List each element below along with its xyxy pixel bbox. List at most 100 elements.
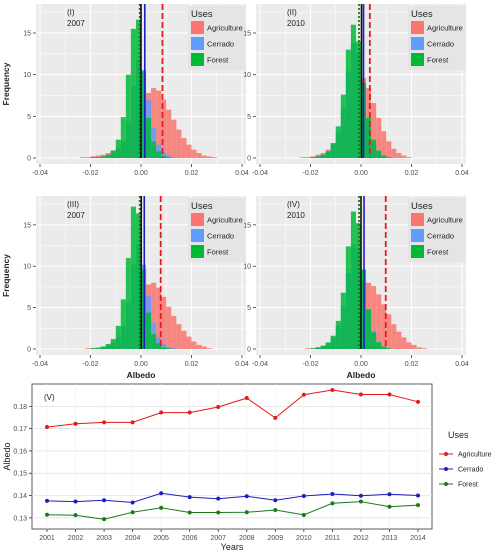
- y-axis-title: Albedo: [2, 442, 12, 470]
- histogram-bar-forest: [125, 257, 131, 349]
- series-point-cerrado: [330, 491, 335, 496]
- y-tick-label: 10: [243, 264, 251, 271]
- legend-swatch-cerrado: [191, 37, 204, 50]
- series-point-agriculture: [330, 388, 335, 393]
- histogram-bar-forest: [120, 117, 126, 158]
- x-tick-label: 2010: [296, 535, 312, 542]
- series-point-forest: [244, 510, 249, 515]
- y-tick-label: 0.14: [13, 493, 27, 500]
- x-tick-label: 2003: [96, 535, 112, 542]
- legend-swatch-agriculture: [191, 213, 204, 226]
- series-point-forest: [330, 501, 335, 506]
- series-point-agriculture: [130, 420, 135, 425]
- histogram-bar-forest: [166, 157, 172, 158]
- histogram-bar-cerrado: [171, 157, 177, 158]
- series-point-forest: [416, 503, 420, 508]
- histogram-bar-agriculture: [411, 344, 417, 349]
- histogram-bar-forest: [95, 157, 101, 158]
- legend-swatch-forest: [411, 53, 424, 66]
- legend-label: Agriculture: [458, 452, 492, 459]
- series-point-agriculture: [187, 410, 192, 415]
- histogram-bar-forest: [161, 347, 167, 349]
- y-axis-title: Frequency: [1, 254, 11, 297]
- histogram-bar-agriculture: [80, 157, 86, 158]
- series-point-agriculture: [102, 420, 107, 425]
- histogram-bar-forest: [110, 150, 116, 158]
- legend-label: Cerrado: [207, 232, 234, 241]
- histogram-bar-agriculture: [161, 296, 167, 349]
- legend-label: Forest: [427, 248, 449, 257]
- histogram-bar-agriculture: [416, 347, 422, 349]
- histogram-bar-agriculture: [176, 129, 182, 158]
- y-tick-label: 0.15: [13, 471, 27, 478]
- histogram-bar-forest: [386, 157, 392, 158]
- panel-label: (III): [67, 200, 79, 209]
- x-axis-title: Albedo: [127, 370, 156, 380]
- histogram-bar-agriculture: [181, 330, 187, 349]
- histogram-bar-forest: [366, 118, 372, 158]
- line-chart-panel: 0.13 0.14 0.15 0.16 0.17 0.18 2001 2002 2003 2004…: [2, 383, 492, 552]
- panel-label: (V): [44, 393, 55, 402]
- y-tick-label: 0.17: [13, 426, 27, 433]
- histogram-bar-forest: [330, 335, 336, 349]
- y-tick-label: 0: [247, 156, 251, 163]
- series-point-cerrado: [187, 495, 192, 500]
- histogram-bar-agriculture: [206, 348, 212, 349]
- histogram-bar-agriculture: [181, 138, 187, 158]
- histogram-bar-agriculture: [310, 156, 316, 158]
- histogram-bar-agriculture: [85, 348, 91, 349]
- histogram-bar-agriculture: [211, 157, 217, 158]
- series-point-agriculture: [45, 425, 49, 430]
- histogram-bar-agriculture: [386, 141, 392, 158]
- histogram-bar-forest: [325, 342, 331, 349]
- panel-year: 2010: [287, 211, 305, 220]
- histogram-bar-agriculture: [171, 119, 177, 158]
- histogram-bar-forest: [146, 118, 152, 158]
- series-point-forest: [187, 510, 192, 515]
- histogram-bar-forest: [130, 206, 136, 349]
- legend-label: Cerrado: [458, 467, 483, 474]
- histogram-bar-forest: [125, 74, 131, 158]
- histogram-bar-cerrado: [171, 348, 177, 349]
- histogram-bar-forest: [371, 139, 377, 158]
- legend-point-agriculture: [444, 452, 448, 456]
- histogram-bar-agriculture: [171, 315, 177, 349]
- histogram-bar-forest: [166, 348, 172, 349]
- x-tick-label: -0.04: [32, 170, 48, 177]
- x-tick-label: -0.04: [252, 170, 268, 177]
- series-point-cerrado: [273, 498, 278, 503]
- series-point-cerrado: [387, 492, 392, 497]
- histogram-bar-forest: [156, 343, 162, 349]
- histogram-bar-forest: [115, 325, 121, 349]
- histogram-bar-agriculture: [191, 149, 197, 158]
- histogram-bar-forest: [350, 211, 356, 349]
- histogram-bar-agriculture: [161, 99, 167, 158]
- histogram-bar-forest: [355, 41, 361, 159]
- histogram-bar-forest: [376, 342, 382, 349]
- x-tick-label: -0.02: [303, 170, 319, 177]
- histogram-bar-forest: [345, 49, 351, 158]
- series-point-cerrado: [130, 500, 135, 505]
- histogram-bar-agriculture: [176, 324, 182, 349]
- x-tick-label: 2013: [382, 535, 398, 542]
- series-point-forest: [130, 510, 135, 515]
- panel-frame: [31, 383, 433, 530]
- histogram-bar-forest: [315, 156, 321, 158]
- histogram-bar-agriculture: [391, 148, 397, 158]
- x-tick-label: -0.04: [32, 361, 48, 368]
- histogram-bar-forest: [135, 19, 141, 158]
- series-point-cerrado: [216, 496, 221, 501]
- panel-year: 2007: [67, 19, 85, 28]
- histogram-bar-forest: [350, 24, 356, 158]
- y-tick-label: 0: [27, 156, 31, 163]
- histogram-bar-agriculture: [371, 103, 377, 158]
- histogram-bar-agriculture: [166, 306, 172, 349]
- x-tick-label: 2014: [410, 535, 426, 542]
- legend-title: Uses: [411, 201, 433, 212]
- histogram-bar-forest: [161, 155, 167, 158]
- x-tick-label: -0.02: [83, 361, 99, 368]
- series-point-forest: [301, 512, 306, 517]
- histogram-panel-4: -0.04 -0.02 0.00 0.02 0.04 0 5 10 15 (IV) 2010 Uses…: [243, 196, 469, 380]
